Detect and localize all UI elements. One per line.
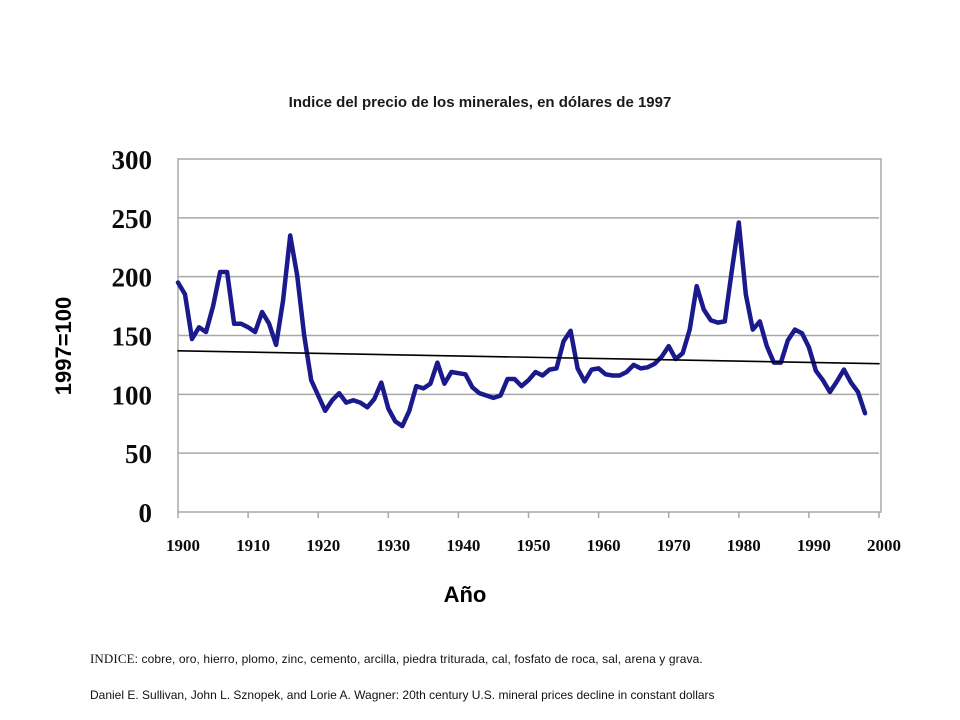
y-tick-label: 200: [112, 263, 153, 293]
x-tick-label: 1930: [376, 536, 410, 555]
x-tick-label: 1990: [797, 536, 831, 555]
x-tick-label: 1900: [166, 536, 200, 555]
trend-line: [177, 349, 880, 365]
data-series: [175, 220, 880, 429]
footnote-text: : cobre, oro, hierro, plomo, zinc, cemen…: [134, 652, 703, 666]
grid-lines: [178, 217, 879, 454]
x-tick-label: 1920: [306, 536, 340, 555]
x-tick-label: 1960: [587, 536, 621, 555]
x-tick-label: 1910: [236, 536, 270, 555]
y-tick-label: 0: [139, 498, 153, 528]
y-tick-label: 250: [112, 204, 153, 234]
y-tick-label: 150: [112, 322, 153, 352]
y-axis-ticks: 0 50 100 150 200 250 300: [112, 145, 153, 528]
y-tick-label: 100: [112, 380, 153, 410]
x-tick-label: 1940: [446, 536, 480, 555]
source-citation: Daniel E. Sullivan, John L. Sznopek, and…: [90, 688, 715, 702]
series-line-price-index: [175, 220, 868, 429]
x-axis-ticks: 1900 1910 1920 1930 1940 1950 1960 1970 1980 1990…: [166, 512, 901, 555]
footnote-lead: INDICE: [90, 651, 135, 666]
x-tick-label: 1970: [657, 536, 691, 555]
x-tick-label: 1980: [727, 536, 761, 555]
x-tick-label: 1950: [517, 536, 551, 555]
y-axis-label: 1997=100: [51, 296, 76, 396]
x-tick-label: 2000: [867, 536, 901, 555]
x-axis-label: Año: [443, 582, 487, 607]
y-tick-label: 50: [125, 439, 152, 469]
y-axis-label-wrap: 1997=100: [14, 246, 114, 446]
plot-frame: [177, 158, 882, 513]
index-footnote: INDICE: cobre, oro, hierro, plomo, zinc,…: [90, 651, 890, 667]
chart-title: Indice del precio de los minerales, en d…: [288, 94, 672, 111]
y-tick-label: 300: [112, 145, 153, 175]
